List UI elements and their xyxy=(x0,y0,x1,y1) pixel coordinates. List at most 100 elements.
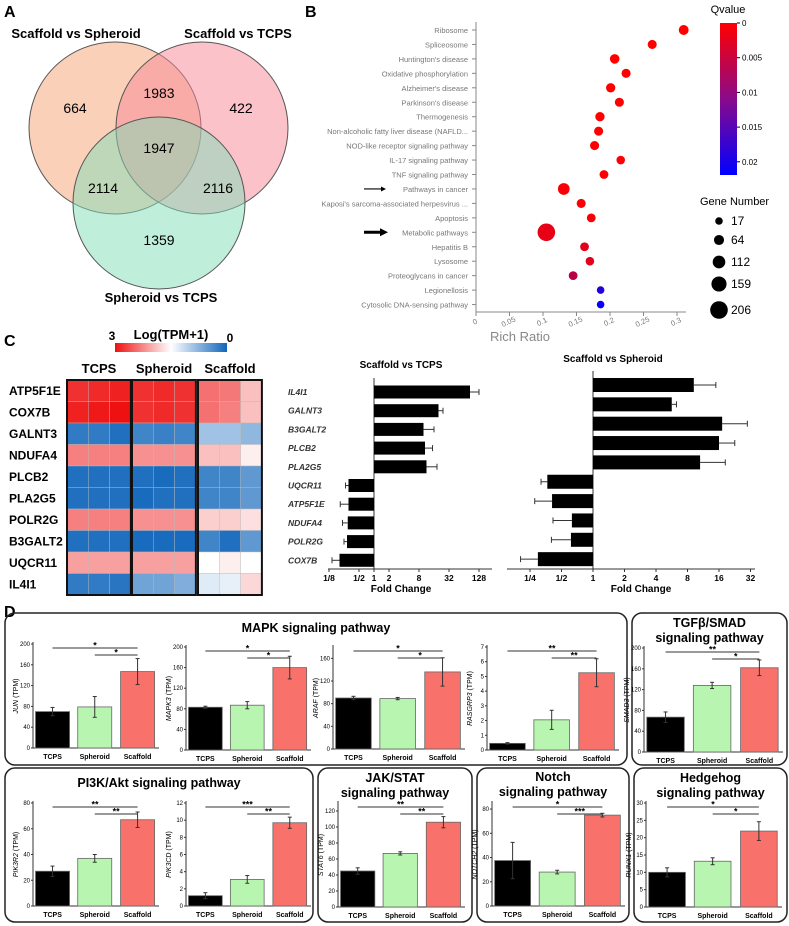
heatmap-cell xyxy=(66,551,89,574)
venn-count: 1947 xyxy=(143,140,174,156)
x-tick-label: Scaffold xyxy=(583,756,611,763)
heatmap-cell xyxy=(240,379,263,402)
y-tick-label: 60 xyxy=(328,857,335,863)
panel-label-b: B xyxy=(305,4,317,21)
venn-set-title: Scaffold vs Spheroid xyxy=(11,26,140,41)
significance-stars: ** xyxy=(571,651,579,661)
venn-count: 1983 xyxy=(143,85,174,101)
heatmap-cell xyxy=(174,422,197,445)
fold-change-bar xyxy=(570,532,593,547)
x-tick-label: 8 xyxy=(685,573,690,583)
x-tick-label: TCPS xyxy=(43,912,62,919)
x-tick-label: TCPS xyxy=(43,754,62,761)
heatmap-cell xyxy=(131,508,154,531)
fold-change-bar xyxy=(347,516,374,530)
heatmap-cell xyxy=(174,444,197,467)
x-tick-label: 0.25 xyxy=(634,315,651,329)
y-tick-label: 120 xyxy=(173,686,184,692)
group-title: Notch xyxy=(535,770,570,784)
significance-stars: *** xyxy=(575,807,586,817)
x-tick-label: 1/8 xyxy=(323,573,335,583)
y-axis-label: RASGRP3 (TPM) xyxy=(467,671,474,726)
fold-change-bar xyxy=(593,378,694,392)
venn-count: 2116 xyxy=(203,180,233,196)
heatmap-cell xyxy=(219,530,241,553)
y-tick-label: 20 xyxy=(636,836,643,842)
venn-count: 664 xyxy=(63,100,87,116)
y-tick-label: 0 xyxy=(180,748,184,754)
y-tick-label: 2 xyxy=(481,719,485,725)
heatmap-cell xyxy=(219,401,241,424)
heatmap-cell xyxy=(219,422,241,445)
fold-change-bar xyxy=(547,474,593,489)
x-tick-label: 1 xyxy=(372,573,377,583)
y-tick-label: 12 xyxy=(176,801,183,807)
heatmap-gene-label: NDUFA4 xyxy=(9,449,57,463)
pathway-label: Apoptosis xyxy=(435,214,468,223)
heatmap-cell xyxy=(109,444,132,467)
gene-label: PLA2G5 xyxy=(288,462,321,472)
y-tick-label: 5 xyxy=(640,888,644,894)
heatmap-cell xyxy=(219,551,241,574)
heatmap-cell xyxy=(153,487,175,510)
y-tick-label: 20 xyxy=(23,878,30,884)
unit-label: (TPM) xyxy=(166,831,173,852)
heatmap-cell xyxy=(66,379,89,402)
pathway-label: Oxidative phosphorylation xyxy=(382,69,468,78)
bar-spheroid xyxy=(692,685,732,753)
gene-name: RASGRP3 xyxy=(467,692,474,726)
size-legend-dot xyxy=(710,301,728,319)
pathway-label: Cytosolic DNA-sensing pathway xyxy=(361,301,468,310)
pathway-label: Parkinson's disease xyxy=(402,98,468,107)
bar-tcps xyxy=(188,706,223,751)
gene-label: ATP5F1E xyxy=(287,499,325,509)
x-tick-label: TCPS xyxy=(344,755,363,762)
heatmap-cell xyxy=(197,379,220,402)
size-legend-label: 159 xyxy=(731,277,751,291)
group-title: JAK/STAT xyxy=(365,771,425,785)
heatmap-cell xyxy=(66,573,89,596)
heatmap-gene-label: POLR2G xyxy=(9,513,58,527)
arrow-head-icon xyxy=(380,228,388,237)
bar-scaffold xyxy=(120,819,155,907)
heatmap-cell xyxy=(109,401,132,424)
gene-name: MAPK3 xyxy=(166,697,173,721)
heatmap-cell xyxy=(66,444,89,467)
gene-label: NDUFA4 xyxy=(288,518,322,528)
y-tick-label: 7 xyxy=(481,645,485,651)
gene-bar-chart: 0 20 40 60 80 NOTCH2 (TPM) TCPS Spheroid Scaffol… xyxy=(472,800,625,919)
heatmap-cell xyxy=(197,401,220,424)
heatmap-cell xyxy=(240,508,263,531)
panel-label-a: A xyxy=(4,4,16,21)
y-tick-label: 60 xyxy=(482,831,489,837)
x-tick-label: Spheroid xyxy=(232,756,262,763)
heatmap-gene-label: GALNT3 xyxy=(9,427,57,441)
y-tick-label: 120 xyxy=(325,809,336,815)
gene-name: RUNX1 xyxy=(626,854,633,878)
x-tick-label: Scaffold xyxy=(276,912,304,919)
x-tick-label: TCPS xyxy=(196,912,215,919)
pathway-label: IL-17 signaling pathway xyxy=(389,156,468,165)
significance-stars: * xyxy=(114,648,118,658)
y-tick-label: 2 xyxy=(180,887,184,893)
fold-change-bar xyxy=(552,494,593,509)
heatmap: 3 Log(TPM+1) 0 TCPS Spheroid Scaffold ATP5F1E C… xyxy=(9,327,263,596)
heatmap-cell xyxy=(174,551,197,574)
significance-stars: * xyxy=(711,800,715,810)
x-tick-label: TCPS xyxy=(498,756,517,763)
bar-tcps xyxy=(35,870,70,907)
y-tick-label: 40 xyxy=(328,873,335,879)
pathway-bubble xyxy=(590,141,600,151)
x-tick-label: Scaffold xyxy=(124,912,152,919)
group-frame xyxy=(633,767,788,923)
pathway-label: Thermogenesis xyxy=(416,113,468,122)
pathway-bubble xyxy=(594,126,604,136)
group-frame xyxy=(4,767,314,923)
heatmap-cell xyxy=(153,422,175,445)
y-tick-label: 0 xyxy=(180,904,184,910)
heatmap-cell xyxy=(131,401,154,424)
pathway-bubble xyxy=(647,39,657,49)
bar-spheroid xyxy=(229,704,265,751)
